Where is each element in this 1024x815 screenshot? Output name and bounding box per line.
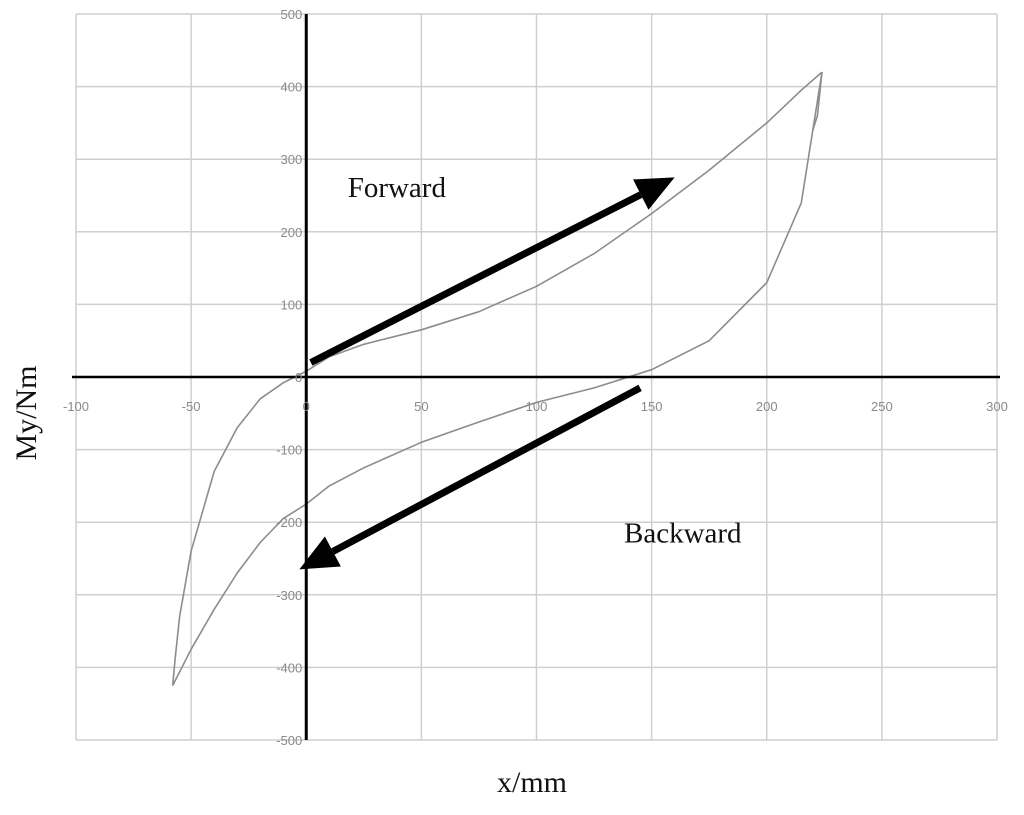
y-tick-label: -300 bbox=[276, 588, 302, 603]
y-tick-label: 100 bbox=[281, 297, 303, 312]
x-tick-label: 200 bbox=[756, 399, 778, 414]
y-tick-label: -500 bbox=[276, 733, 302, 748]
arrow-head-2 bbox=[299, 536, 341, 570]
x-tick-label: 50 bbox=[414, 399, 428, 414]
annotation-label-1: Forward bbox=[348, 172, 447, 204]
y-tick-label: -400 bbox=[276, 660, 302, 675]
x-tick-label: 300 bbox=[986, 399, 1008, 414]
axes bbox=[72, 14, 1000, 740]
x-axis-title: x/mm bbox=[497, 766, 567, 799]
y-tick-label: 400 bbox=[281, 80, 303, 95]
series-line-3 bbox=[812, 72, 823, 131]
arrow-shaft-2 bbox=[331, 384, 642, 555]
x-tick-label: 150 bbox=[641, 399, 663, 414]
y-tick-label: 200 bbox=[281, 225, 303, 240]
y-axis-title: My/Nm bbox=[10, 365, 43, 460]
annotations: Forward Backward bbox=[299, 172, 742, 570]
series-line-2 bbox=[171, 71, 823, 686]
y-tick-label: 500 bbox=[281, 7, 303, 22]
y-tick-label: -100 bbox=[276, 443, 302, 458]
y-tick-label: -200 bbox=[276, 515, 302, 530]
y-tick-label: 0 bbox=[295, 370, 302, 385]
plot-lines bbox=[171, 71, 823, 686]
annotation-label-2: Backward bbox=[624, 518, 742, 550]
series-line-1 bbox=[171, 71, 823, 686]
x-tick-label: 0 bbox=[303, 399, 310, 414]
arrow-head-1 bbox=[633, 177, 675, 210]
tick-labels: -100 -50 0 50 100 150 200 250 300-500-400-300-20… bbox=[63, 7, 1008, 748]
arrow-shaft-1 bbox=[309, 191, 643, 366]
x-tick-label: 250 bbox=[871, 399, 893, 414]
x-tick-label: -100 bbox=[63, 399, 89, 414]
x-tick-label: 100 bbox=[526, 399, 548, 414]
x-tick-label: -50 bbox=[182, 399, 201, 414]
y-tick-label: 300 bbox=[281, 152, 303, 167]
grid bbox=[75, 13, 998, 741]
